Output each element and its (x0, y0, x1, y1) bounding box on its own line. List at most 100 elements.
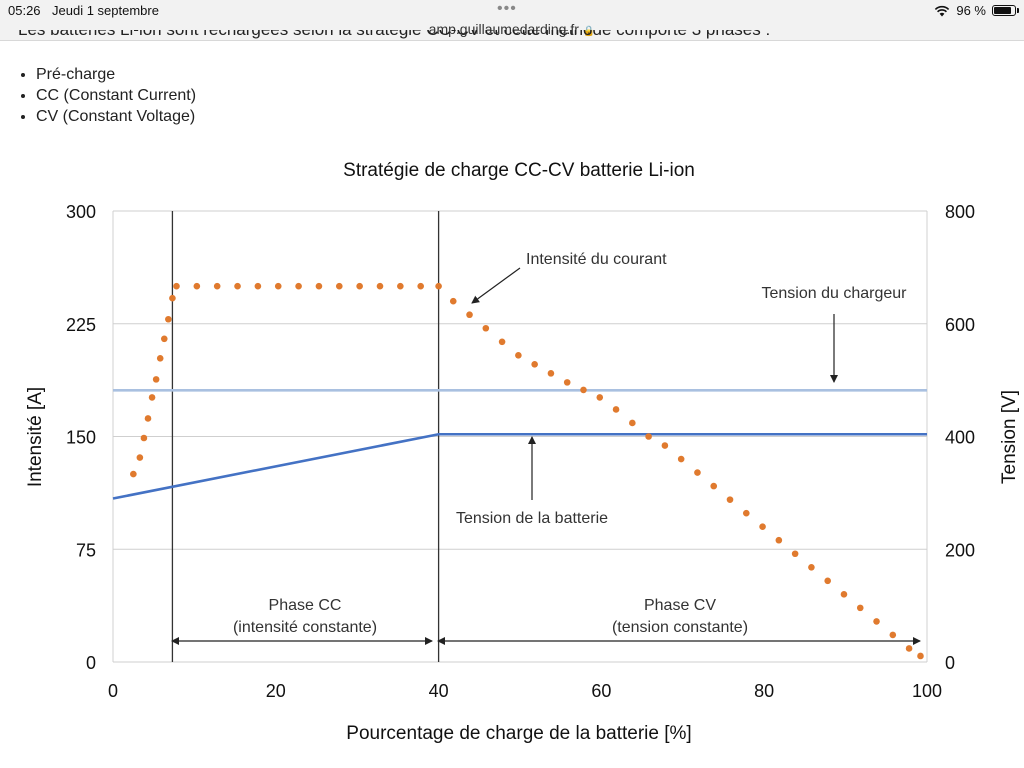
intro-text-clipped: Les batteries Li-ion sont rechargées sel… (18, 30, 770, 40)
current-point (840, 591, 848, 598)
current-point (563, 379, 571, 386)
current-point (234, 282, 241, 290)
current-point (531, 361, 538, 368)
current-point (148, 394, 156, 401)
annotation-label: Tension du chargeur (762, 285, 908, 302)
y2-tick-label: 200 (945, 540, 975, 560)
y2-tick-label: 400 (945, 428, 975, 448)
annotation-label: Tension de la batterie (456, 510, 608, 527)
y-tick-label: 225 (66, 315, 96, 335)
intro-text: Les batteries Li-ion sont rechargées sel… (18, 30, 770, 39)
current-point (136, 454, 144, 461)
axis-ticks: 0 75 150 225 300 0 200 400 600 800 0 20 40 60 80 100 (66, 202, 975, 701)
current-point (152, 376, 160, 383)
x-tick-label: 80 (754, 681, 774, 701)
current-point (515, 352, 522, 359)
current-point (482, 324, 490, 332)
phase-sublabel: (intensité constante) (233, 619, 377, 636)
battery-fill (994, 7, 1012, 14)
status-date: Jeudi 1 septembre (52, 3, 159, 18)
y-axis-label: Intensité [A] (25, 387, 46, 487)
current-point (193, 282, 201, 290)
list-item: Pré-charge (36, 64, 196, 85)
y2-tick-label: 0 (945, 653, 955, 673)
current-point (435, 282, 442, 290)
x-axis-label: Pourcentage de charge de la batterie [%] (346, 723, 691, 744)
current-point (710, 482, 718, 490)
current-point (824, 577, 831, 585)
current-point (775, 536, 783, 544)
annotation-label: Intensité du courant (526, 251, 667, 268)
current-point (726, 496, 734, 503)
status-right: 96 % (934, 3, 1019, 18)
current-point (612, 406, 620, 413)
current-point (160, 335, 168, 343)
current-point (856, 604, 864, 612)
phase-sublabel: (tension constante) (612, 619, 748, 636)
current-point (645, 433, 652, 440)
more-icon[interactable]: ••• (497, 0, 517, 17)
current-point (173, 282, 180, 290)
y2-axis-label: Tension [V] (999, 390, 1020, 484)
current-point (144, 415, 152, 422)
current-point (376, 282, 384, 290)
current-point (449, 297, 457, 305)
current-point (498, 338, 506, 346)
current-point (315, 282, 323, 290)
current-point (917, 652, 924, 660)
lock-icon: 🔒 (582, 26, 596, 37)
current-point (335, 282, 343, 290)
y-tick-label: 75 (76, 540, 96, 560)
current-point (791, 550, 799, 558)
current-point (213, 282, 221, 290)
current-point (156, 355, 164, 362)
current-point (759, 523, 766, 530)
current-point (742, 509, 750, 517)
current-point (580, 386, 587, 394)
tension-de-la-batterie-line (112, 432, 927, 500)
phase-list: Pré-charge CC (Constant Current) CV (Con… (0, 64, 196, 127)
x-tick-label: 0 (108, 681, 118, 701)
current-point (677, 455, 685, 463)
current-point (274, 282, 282, 290)
phase-label: Phase CV (644, 597, 716, 614)
list-item: CV (Constant Voltage) (36, 106, 196, 127)
x-tick-label: 20 (266, 681, 286, 701)
current-point (905, 645, 913, 652)
y-tick-label: 300 (66, 202, 96, 222)
current-point (254, 282, 262, 290)
current-point (140, 434, 148, 442)
battery-percent: 96 % (956, 3, 986, 18)
x-tick-label: 60 (591, 681, 611, 701)
y2-tick-label: 600 (945, 315, 975, 335)
current-point (889, 631, 897, 639)
battery-icon (992, 5, 1019, 16)
current-point (547, 370, 555, 377)
annotation-arrow (471, 267, 521, 304)
chart-series-lines (112, 388, 927, 500)
current-point (694, 469, 701, 476)
address-bar[interactable]: amp.guillaumedarding.fr 🔒 (0, 21, 1024, 37)
chart-annotations: Intensité du courant Tension du chargeur T… (171, 251, 921, 645)
current-point (397, 282, 404, 290)
current-point (873, 618, 880, 625)
y-tick-label: 0 (86, 653, 96, 673)
current-point (466, 311, 473, 319)
current-point (596, 394, 604, 401)
x-tick-label: 100 (912, 681, 942, 701)
current-point (661, 442, 669, 449)
current-point (417, 282, 424, 290)
charge-chart: 0 75 150 225 300 0 200 400 600 800 0 20 40 60 80 100 In… (25, 160, 1020, 744)
current-point (130, 470, 137, 478)
current-point (169, 294, 176, 302)
x-tick-label: 40 (429, 681, 449, 701)
chart-grid (112, 210, 928, 663)
wifi-icon (935, 5, 950, 16)
url-text: amp.guillaumedarding.fr (428, 21, 579, 37)
status-time: 05:26 (8, 3, 41, 18)
current-point (295, 282, 302, 290)
y2-tick-label: 800 (945, 202, 975, 222)
current-point (808, 563, 815, 571)
current-series-dots (130, 282, 924, 660)
y-tick-label: 150 (66, 428, 96, 448)
